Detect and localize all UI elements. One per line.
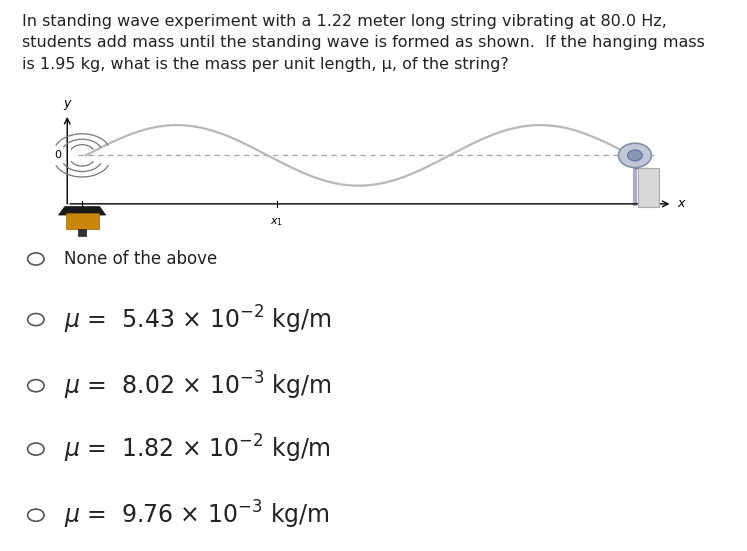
- Text: $\mu$ =  5.43 × 10$^{-2}$ kg/m: $\mu$ = 5.43 × 10$^{-2}$ kg/m: [64, 304, 332, 336]
- Circle shape: [28, 443, 44, 455]
- Text: x: x: [678, 197, 685, 210]
- Circle shape: [619, 143, 651, 168]
- Text: $\mu$ =  8.02 × 10$^{-3}$ kg/m: $\mu$ = 8.02 × 10$^{-3}$ kg/m: [64, 370, 332, 402]
- Text: 0: 0: [55, 150, 61, 160]
- Text: $\mu$ =  1.82 × 10$^{-2}$ kg/m: $\mu$ = 1.82 × 10$^{-2}$ kg/m: [64, 433, 331, 465]
- Circle shape: [28, 253, 44, 265]
- Bar: [78, 229, 86, 236]
- Polygon shape: [58, 207, 106, 215]
- Bar: [638, 168, 659, 207]
- Text: In standing wave experiment with a 1.22 meter long string vibrating at 80.0 Hz,
: In standing wave experiment with a 1.22 …: [22, 14, 705, 72]
- Text: y: y: [63, 97, 71, 110]
- Text: None of the above: None of the above: [64, 250, 217, 268]
- Text: $x_1$: $x_1$: [270, 216, 283, 228]
- Text: 0: 0: [78, 216, 86, 226]
- Circle shape: [28, 380, 44, 392]
- Circle shape: [627, 150, 642, 161]
- Text: $\mu$ =  9.76 × 10$^{-3}$ kg/m: $\mu$ = 9.76 × 10$^{-3}$ kg/m: [64, 499, 330, 531]
- Bar: [66, 213, 99, 229]
- Circle shape: [28, 509, 44, 521]
- Circle shape: [28, 314, 44, 326]
